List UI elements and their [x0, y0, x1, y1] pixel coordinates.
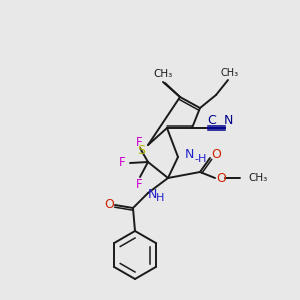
Text: O: O	[104, 197, 114, 211]
Text: C: C	[208, 115, 216, 128]
Text: N: N	[185, 148, 194, 160]
Text: F: F	[136, 178, 142, 190]
Text: CH₃: CH₃	[153, 69, 172, 79]
Text: O: O	[211, 148, 221, 161]
Text: N: N	[223, 115, 233, 128]
Text: CH₃: CH₃	[248, 173, 267, 183]
Text: CH₃: CH₃	[221, 68, 239, 78]
Text: F: F	[119, 157, 125, 169]
Text: -H: -H	[194, 154, 206, 164]
Text: S: S	[137, 143, 145, 157]
Text: H: H	[156, 193, 164, 203]
Text: N: N	[147, 188, 157, 202]
Text: O: O	[216, 172, 226, 184]
Text: F: F	[136, 136, 142, 148]
